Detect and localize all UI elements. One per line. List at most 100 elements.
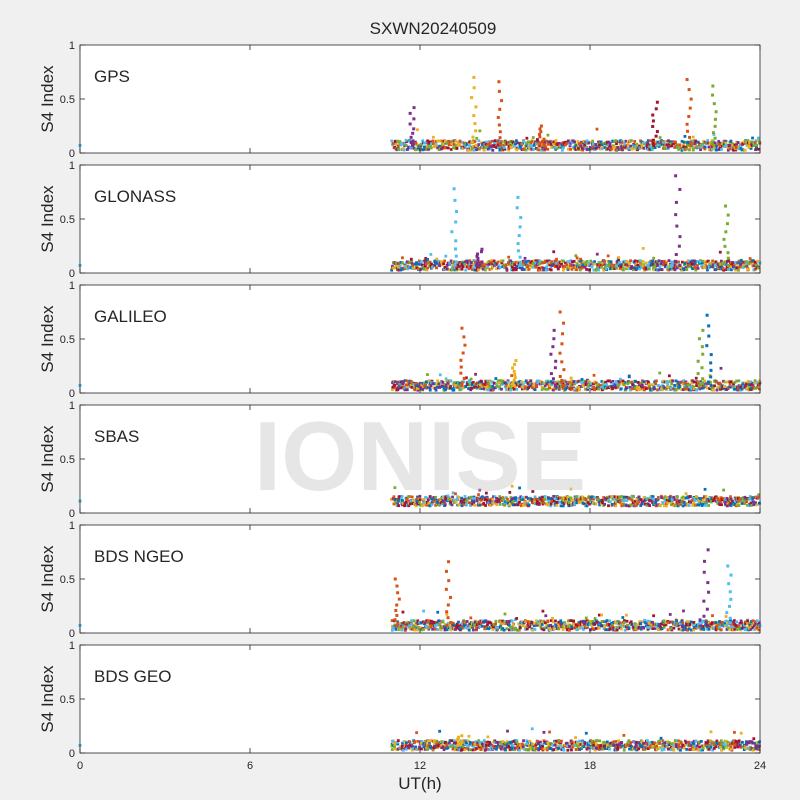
spike-point xyxy=(688,135,692,139)
data-point xyxy=(397,148,401,151)
data-point xyxy=(420,741,423,745)
data-point xyxy=(569,487,573,491)
spike-point xyxy=(711,93,715,97)
data-point xyxy=(581,628,585,631)
data-point xyxy=(552,499,556,503)
y-tick-label: 1 xyxy=(69,40,75,52)
data-point xyxy=(600,613,603,617)
data-point xyxy=(492,501,496,505)
data-point xyxy=(692,501,696,505)
data-point xyxy=(460,504,464,508)
data-point xyxy=(532,147,536,151)
data-point xyxy=(713,384,716,388)
data-point xyxy=(729,268,733,272)
data-point xyxy=(567,501,571,505)
data-point xyxy=(535,619,538,623)
data-point xyxy=(666,147,670,150)
spike-point xyxy=(459,371,463,375)
data-point xyxy=(493,141,496,145)
data-point xyxy=(664,261,668,265)
data-point xyxy=(703,487,707,491)
data-point xyxy=(700,264,704,268)
data-point xyxy=(503,745,507,749)
data-point xyxy=(483,145,487,149)
spike-point xyxy=(697,337,701,341)
data-point xyxy=(485,495,489,499)
data-point xyxy=(532,144,536,147)
data-point xyxy=(419,628,423,632)
data-point xyxy=(677,382,681,386)
data-point xyxy=(752,264,756,268)
data-point xyxy=(475,499,479,503)
data-point xyxy=(441,380,445,384)
data-point xyxy=(709,141,712,145)
data-point xyxy=(692,624,695,628)
data-point xyxy=(515,617,519,620)
data-point xyxy=(445,612,449,616)
data-point xyxy=(665,143,669,147)
data-point xyxy=(531,498,534,501)
data-point xyxy=(527,267,531,271)
data-point xyxy=(513,144,517,148)
data-point xyxy=(542,146,546,149)
data-point xyxy=(616,385,620,389)
data-point xyxy=(424,496,427,499)
data-point xyxy=(618,143,622,146)
data-points xyxy=(78,727,761,752)
data-point xyxy=(451,495,454,499)
data-point xyxy=(475,136,479,140)
data-point xyxy=(616,495,620,499)
data-point xyxy=(593,260,596,264)
data-point xyxy=(580,259,584,263)
data-point xyxy=(402,380,405,384)
data-point xyxy=(550,142,553,146)
data-point xyxy=(414,148,417,152)
data-point xyxy=(455,742,459,746)
data-point xyxy=(646,623,650,627)
data-point xyxy=(653,627,657,630)
spike-point xyxy=(517,234,521,238)
data-point xyxy=(520,148,524,151)
data-point xyxy=(632,266,635,270)
data-point xyxy=(423,741,427,745)
data-point xyxy=(465,265,469,269)
data-point xyxy=(437,148,441,152)
data-point xyxy=(738,626,742,630)
data-point xyxy=(600,388,604,392)
data-point xyxy=(489,501,493,504)
data-point xyxy=(590,387,594,391)
data-point xyxy=(455,267,459,270)
data-point xyxy=(716,148,719,152)
data-point xyxy=(586,625,589,629)
data-point xyxy=(748,383,751,387)
data-point xyxy=(633,386,637,390)
data-point xyxy=(462,619,466,623)
data-point xyxy=(484,748,488,751)
data-point xyxy=(487,263,491,266)
data-point xyxy=(655,625,658,629)
data-point xyxy=(519,146,523,150)
data-point xyxy=(590,265,594,269)
data-point xyxy=(669,379,673,383)
spike-point xyxy=(470,96,474,100)
data-point xyxy=(395,504,399,508)
data-point xyxy=(429,739,432,742)
data-point xyxy=(560,378,564,382)
data-point xyxy=(409,383,413,387)
data-point xyxy=(597,623,601,627)
data-point xyxy=(502,266,506,270)
data-point xyxy=(570,382,573,386)
data-point xyxy=(566,139,570,143)
data-point xyxy=(434,388,438,392)
data-point xyxy=(464,739,468,742)
data-point xyxy=(398,381,402,385)
data-point xyxy=(463,498,467,502)
data-point xyxy=(486,145,490,149)
data-point xyxy=(554,139,558,143)
data-point xyxy=(562,141,566,145)
data-point xyxy=(431,265,435,269)
data-point xyxy=(668,267,672,271)
data-point xyxy=(744,622,748,626)
data-point xyxy=(538,501,542,505)
